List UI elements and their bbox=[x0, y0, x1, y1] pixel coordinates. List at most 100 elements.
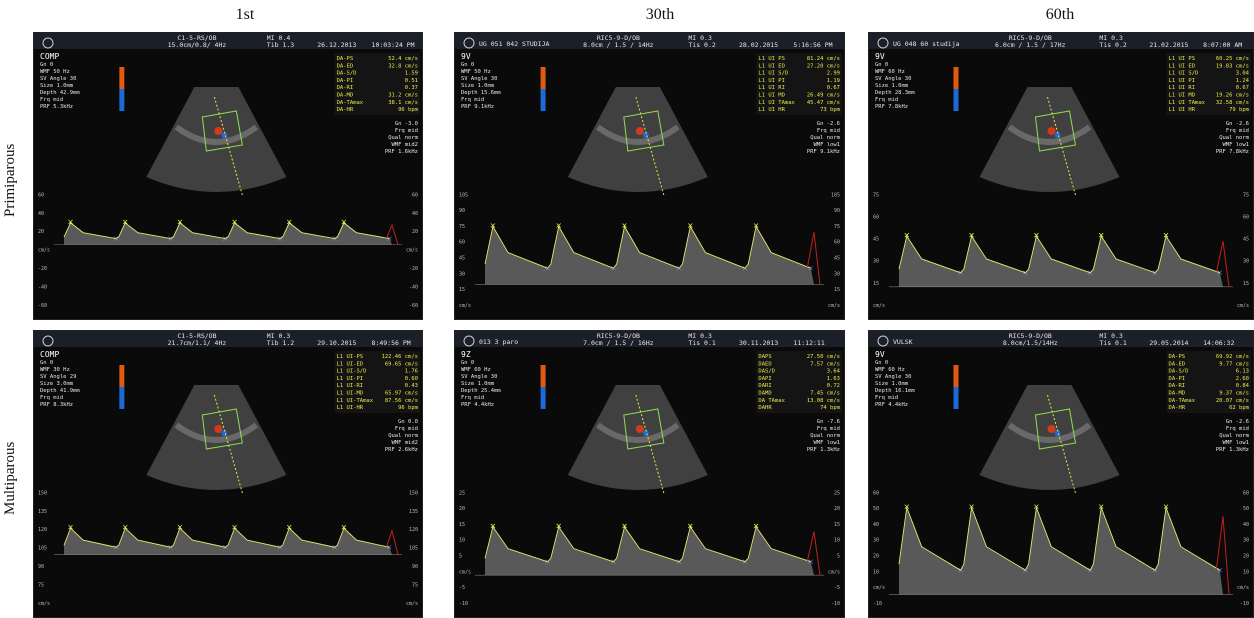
scale-label-right-3: 10 bbox=[834, 538, 840, 544]
peak-marker bbox=[232, 219, 237, 225]
measurement-value-7: 96 bpm bbox=[398, 107, 419, 113]
spectral-doppler: 25 25 20 20 15 15 10 10 5 5 cm/s cm/s -5 -5 -10 -10 bbox=[459, 490, 840, 607]
measurement-label-4: DA-RI bbox=[337, 85, 354, 91]
scale-label-left-3: 60 bbox=[459, 240, 465, 246]
measurement-label-2: L1 UI-S/D bbox=[337, 369, 367, 375]
measurement-value-3: 0.51 bbox=[405, 78, 418, 84]
scale-label-right-7: cm/s bbox=[828, 303, 840, 309]
parameter-5: Depth 28.3mm bbox=[875, 90, 915, 96]
parameter-5: Depth 42.9mm bbox=[40, 90, 80, 96]
measurement-label-2: DAS/D bbox=[758, 369, 775, 375]
ultrasound-panel-multiparous-60th: VULSK RIC5-9-D/OB 8.0cm/1.5/14Hz MI 0.3 Tis … bbox=[868, 330, 1254, 618]
measurement-label-4: L1 UI-RI bbox=[337, 383, 364, 389]
measurement-label-1: DAED bbox=[758, 361, 771, 367]
mi-index: MI 0.3 bbox=[267, 332, 291, 340]
scale-label-left-2: 75 bbox=[459, 224, 465, 230]
measurement-value-7: 79 bpm bbox=[1229, 107, 1250, 113]
measurement-label-0: L1 UI PS bbox=[758, 56, 785, 62]
depth-settings: 8.0cm / 1.5 / 14Hz bbox=[583, 41, 654, 49]
probe-label: RIC5-9-D/OB bbox=[1009, 332, 1052, 340]
peak-marker bbox=[622, 223, 627, 228]
peak-marker bbox=[341, 219, 347, 225]
peak-marker bbox=[1163, 504, 1169, 509]
peak-marker bbox=[688, 223, 693, 228]
peak-marker bbox=[1034, 232, 1039, 238]
measurement-label-6: L1 UI TAmax bbox=[1169, 100, 1206, 106]
scale-label-left-0: 105 bbox=[459, 192, 468, 198]
measurement-label-1: L1 UI ED bbox=[1169, 63, 1196, 69]
column-header-60th: 60th bbox=[1045, 6, 1075, 23]
exam-time: 8:49:56 PM bbox=[372, 339, 411, 347]
measurement-label-5: L1 UI MD bbox=[1169, 93, 1196, 99]
peak-marker bbox=[688, 523, 693, 529]
scale-label-right-1: 20 bbox=[834, 506, 840, 512]
exam-date: 29.10.2015 bbox=[317, 339, 356, 347]
measurement-value-1: 9.77 cm/s bbox=[1219, 361, 1249, 367]
bmode-sector bbox=[567, 87, 708, 196]
scale-label-right-0: 60 bbox=[412, 192, 418, 198]
scale-label-left-5: 30 bbox=[459, 271, 465, 277]
header-bar bbox=[455, 331, 844, 347]
scale-label-left-3: cm/s bbox=[38, 248, 50, 254]
probe-label: RIC5-9-D/OB bbox=[597, 34, 640, 42]
peak-marker bbox=[969, 232, 974, 238]
parameter-4: Size 1.0mm bbox=[40, 83, 74, 89]
scale-label-right-4: 15 bbox=[1243, 281, 1249, 287]
color-scale-bar bbox=[953, 67, 959, 111]
mi-index: MI 0.3 bbox=[1099, 34, 1123, 42]
scale-label-left-3: 30 bbox=[873, 538, 879, 544]
measurement-value-4: 0.72 bbox=[827, 383, 840, 389]
measurement-label-1: DA-ED bbox=[337, 63, 354, 69]
mi-index: MI 0.3 bbox=[1099, 332, 1123, 340]
parameter-3: SV Angle 30 bbox=[461, 76, 497, 82]
measurement-value-1: 27.20 cm/s bbox=[807, 63, 840, 69]
measurement-label-0: L1 UI PS bbox=[1169, 56, 1196, 62]
spectral-doppler: 105 105 90 90 75 75 60 60 45 45 30 30 15 15 cm/s cm/s bbox=[459, 192, 840, 309]
probe-label: RIC5-9-D/OB bbox=[1009, 34, 1052, 42]
peak-marker bbox=[122, 219, 128, 225]
right-parameter-2: Qual norm bbox=[388, 433, 418, 439]
spectral-envelope bbox=[899, 236, 1223, 287]
right-parameter-0: Gn -2.6 bbox=[1226, 121, 1249, 127]
measurement-value-6: 32.58 cm/s bbox=[1216, 100, 1249, 106]
measurement-label-3: L1 UI-PI bbox=[337, 376, 364, 382]
scale-label-right-7: -10 bbox=[1240, 601, 1249, 607]
measurement-label-6: DA-TAmax bbox=[337, 100, 364, 106]
parameter-4: Size 3.0mm bbox=[40, 381, 74, 387]
measurement-table: L1 UI-PS 122.46 cm/s L1 UI-ED 69.65 cm/s L1 … bbox=[334, 351, 420, 413]
measurement-table: L1 UI PS 60.25 cm/s L1 UI ED 19.83 cm/s L1 U… bbox=[1166, 53, 1251, 115]
peak-marker bbox=[1098, 232, 1104, 238]
envelope-trace bbox=[484, 525, 811, 563]
envelope-trace bbox=[898, 507, 1220, 571]
measurement-label-6: L1 UI TAmax bbox=[758, 100, 795, 106]
scale-label-left-1: 50 bbox=[873, 506, 879, 512]
scale-label-right-7: -10 bbox=[831, 601, 840, 607]
scale-label-right-1: 50 bbox=[1243, 506, 1249, 512]
right-parameter-2: Qual norm bbox=[810, 433, 840, 439]
ge-logo-icon bbox=[877, 37, 889, 49]
peak-marker bbox=[177, 524, 183, 530]
scale-label-right-3: cm/s bbox=[406, 248, 418, 254]
measurement-label-0: DA-PS bbox=[337, 56, 354, 62]
measurement-value-0: 122.46 cm/s bbox=[382, 354, 418, 360]
spectral-doppler: 60 60 50 50 40 40 30 30 20 20 10 10 cm/s cm/s -10 -10 bbox=[873, 490, 1249, 607]
probe-label: C1-5-RS/OB bbox=[177, 332, 216, 340]
measurement-label-6: DA-TAmax bbox=[1169, 398, 1196, 404]
scale-label-left-4: -20 bbox=[38, 266, 47, 272]
measurement-label-4: L1 UI RI bbox=[1169, 85, 1196, 91]
right-parameter-2: Qual norm bbox=[810, 135, 840, 141]
peak-marker bbox=[286, 524, 292, 530]
right-parameter-1: Frq mid bbox=[817, 426, 840, 432]
scale-label-right-2: 120 bbox=[409, 527, 418, 533]
parameter-5: Depth 41.9mm bbox=[40, 388, 80, 394]
measurement-label-0: DA-PS bbox=[1169, 354, 1186, 360]
measurement-value-0: 69.92 cm/s bbox=[1216, 354, 1249, 360]
mi-index: MI 0.3 bbox=[688, 34, 712, 42]
scale-label-right-0: 105 bbox=[831, 192, 840, 198]
row-label-primiparous: Primiparous bbox=[2, 143, 18, 217]
scale-label-right-0: 150 bbox=[409, 490, 418, 496]
header-bar bbox=[34, 33, 422, 49]
measurement-label-0: DAPS bbox=[758, 354, 771, 360]
scale-label-left-1: 60 bbox=[873, 214, 879, 220]
measurement-value-7: 62 bpm bbox=[1229, 405, 1250, 411]
